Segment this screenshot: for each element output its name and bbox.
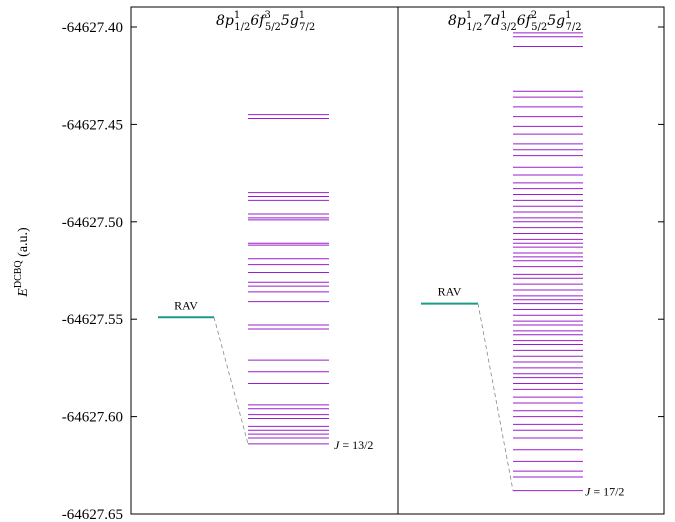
rav-label: RAV bbox=[174, 298, 198, 312]
y-axis-ticks bbox=[131, 26, 664, 515]
y-axis-label: EDCBQ (a.u.) bbox=[13, 227, 31, 298]
y-tick-label: -64627.60 bbox=[62, 410, 123, 426]
rav-connector bbox=[477, 303, 514, 491]
rav-connector bbox=[213, 317, 249, 444]
lowest-j-label: J = 17/2 bbox=[585, 485, 624, 499]
y-axis-tick-labels: -64627.40 -64627.45 -64627.50 -64627.55 -646… bbox=[62, 20, 123, 522]
panel-1: RAV J = 13/2 bbox=[158, 114, 373, 452]
y-tick-label: -64627.50 bbox=[62, 215, 123, 231]
panel-2-title: 8p1 1/27d1 3/26f2 5/25g1 7/2 bbox=[448, 10, 582, 33]
rav-label: RAV bbox=[438, 285, 462, 299]
y-tick-label: -64627.40 bbox=[62, 20, 123, 36]
panel-1-title: 8p1 1/26f3 5/25g1 7/2 bbox=[216, 10, 315, 33]
panel-2: RAV J = 17/2 bbox=[421, 32, 624, 499]
y-tick-label: -64627.55 bbox=[62, 312, 123, 328]
svg-text:EDCBQ (a.u.): EDCBQ (a.u.) bbox=[13, 227, 31, 298]
y-tick-label: -64627.45 bbox=[62, 117, 123, 133]
panels: RAV J = 13/2 RAV J = 17/2 bbox=[158, 32, 624, 499]
y-tick-label: -64627.65 bbox=[62, 507, 123, 522]
lowest-j-label: J = 13/2 bbox=[334, 438, 373, 452]
